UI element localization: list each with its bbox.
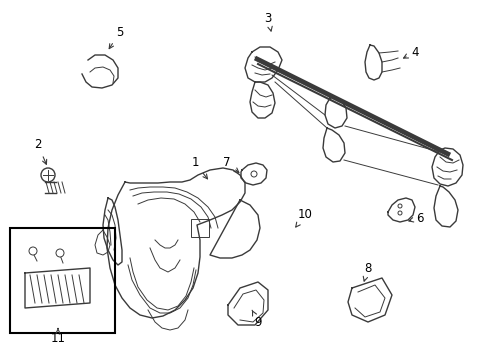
Polygon shape	[209, 200, 260, 258]
Polygon shape	[103, 198, 122, 265]
Text: 9: 9	[252, 310, 261, 328]
Bar	[191, 219, 208, 237]
Polygon shape	[433, 186, 457, 227]
Polygon shape	[227, 282, 267, 325]
Text: 2: 2	[34, 139, 46, 164]
Polygon shape	[241, 163, 266, 185]
Text: 6: 6	[408, 211, 423, 225]
Circle shape	[29, 247, 37, 255]
Polygon shape	[244, 47, 282, 82]
Text: 8: 8	[363, 261, 371, 281]
Polygon shape	[325, 97, 346, 128]
Text: 4: 4	[403, 45, 418, 58]
Polygon shape	[364, 45, 381, 80]
Polygon shape	[431, 148, 462, 186]
Polygon shape	[107, 168, 244, 318]
Circle shape	[56, 249, 64, 257]
Text: 5: 5	[109, 26, 123, 49]
Text: 10: 10	[295, 208, 312, 227]
Polygon shape	[387, 198, 414, 222]
Polygon shape	[249, 82, 274, 118]
Polygon shape	[25, 268, 90, 308]
Text: 1: 1	[191, 157, 207, 179]
Bar	[10, 228, 115, 333]
Text: 11: 11	[50, 329, 65, 345]
Polygon shape	[323, 128, 345, 162]
Polygon shape	[95, 230, 110, 255]
Circle shape	[41, 168, 55, 182]
Text: 3: 3	[264, 12, 272, 31]
Text: 7: 7	[223, 157, 238, 172]
Polygon shape	[347, 278, 391, 322]
